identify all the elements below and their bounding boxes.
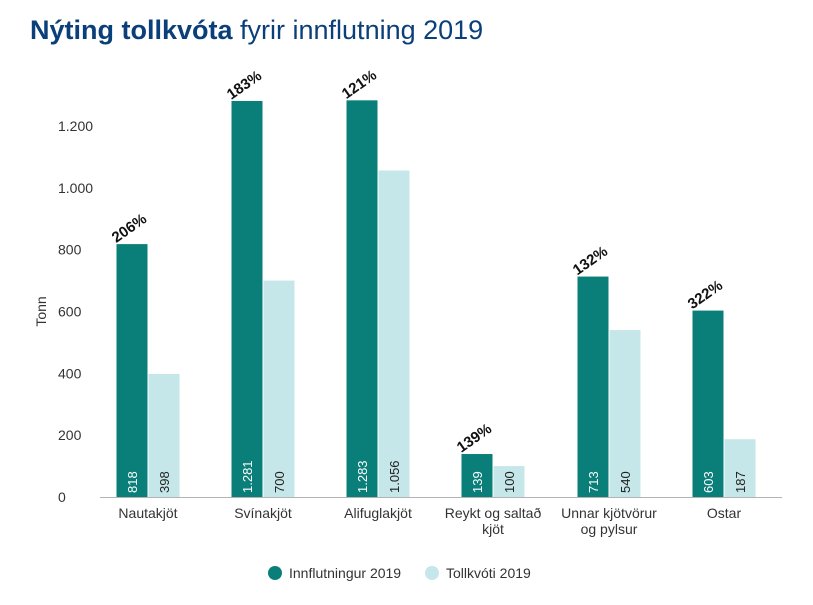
chart-title-bold: Nýting tollkvóta [30, 15, 233, 45]
category-label: Reykt og saltað [445, 505, 542, 521]
bar-tollkvoti [263, 280, 295, 497]
bar-tollkvoti [609, 330, 641, 497]
bar-value-label: 1.056 [387, 460, 402, 493]
bar-value-label: 1.283 [355, 460, 370, 493]
bar-value-label: 139 [470, 471, 485, 493]
utilization-percent-label: 139% [454, 420, 495, 456]
y-tick-label: 600 [58, 304, 82, 320]
bar-value-label: 1.281 [240, 460, 255, 493]
category-label: Ostar [707, 505, 742, 521]
category-label: Alifuglakjöt [344, 505, 412, 521]
y-axis-title: Tonn [33, 296, 49, 326]
chart-title-rest: fyrir innflutning 2019 [240, 15, 484, 45]
legend-marker [268, 566, 282, 580]
category-label: kjöt [482, 521, 504, 537]
bar-value-label: 100 [502, 471, 517, 493]
utilization-percent-label: 183% [224, 67, 265, 103]
bar-innflutningur [346, 100, 378, 497]
bar-tollkvoti [493, 466, 525, 497]
bar-innflutningur [231, 100, 263, 498]
bar-value-label: 700 [272, 471, 287, 493]
category-label: Nautakjöt [118, 505, 177, 521]
bar-tollkvoti [724, 439, 756, 497]
utilization-percent-label: 322% [685, 277, 726, 313]
bar-tollkvoti [148, 373, 180, 497]
y-tick-label: 1.200 [58, 118, 93, 134]
legend-label: Tollkvóti 2019 [446, 565, 531, 581]
category-label: Svínakjöt [234, 505, 292, 521]
bar-innflutningur [461, 454, 493, 497]
y-tick-label: 400 [58, 365, 82, 381]
category-label: og pylsur [581, 521, 638, 537]
legend-label: Innflutningur 2019 [289, 565, 401, 581]
y-tick-label: 1.000 [58, 180, 93, 196]
utilization-percent-label: 121% [339, 67, 380, 103]
category-label: Unnar kjötvörur [561, 505, 657, 521]
bar-innflutningur [692, 310, 724, 497]
y-tick-label: 0 [58, 489, 66, 505]
utilization-percent-label: 206% [109, 210, 150, 246]
chart-title: Nýting tollkvóta fyrir innflutning 2019 [30, 10, 483, 50]
bar-tollkvoti [378, 170, 410, 497]
bar-value-label: 818 [125, 471, 140, 493]
bar-innflutningur [116, 244, 148, 497]
bar-value-label: 603 [701, 471, 716, 493]
y-tick-label: 800 [58, 242, 82, 258]
y-tick-label: 200 [58, 427, 82, 443]
bar-value-label: 398 [157, 471, 172, 493]
bar-value-label: 540 [618, 471, 633, 493]
bar-value-label: 187 [733, 471, 748, 493]
bar-innflutningur [577, 276, 609, 497]
legend-marker [425, 566, 439, 580]
bar-value-label: 713 [586, 471, 601, 493]
utilization-percent-label: 132% [570, 243, 611, 279]
